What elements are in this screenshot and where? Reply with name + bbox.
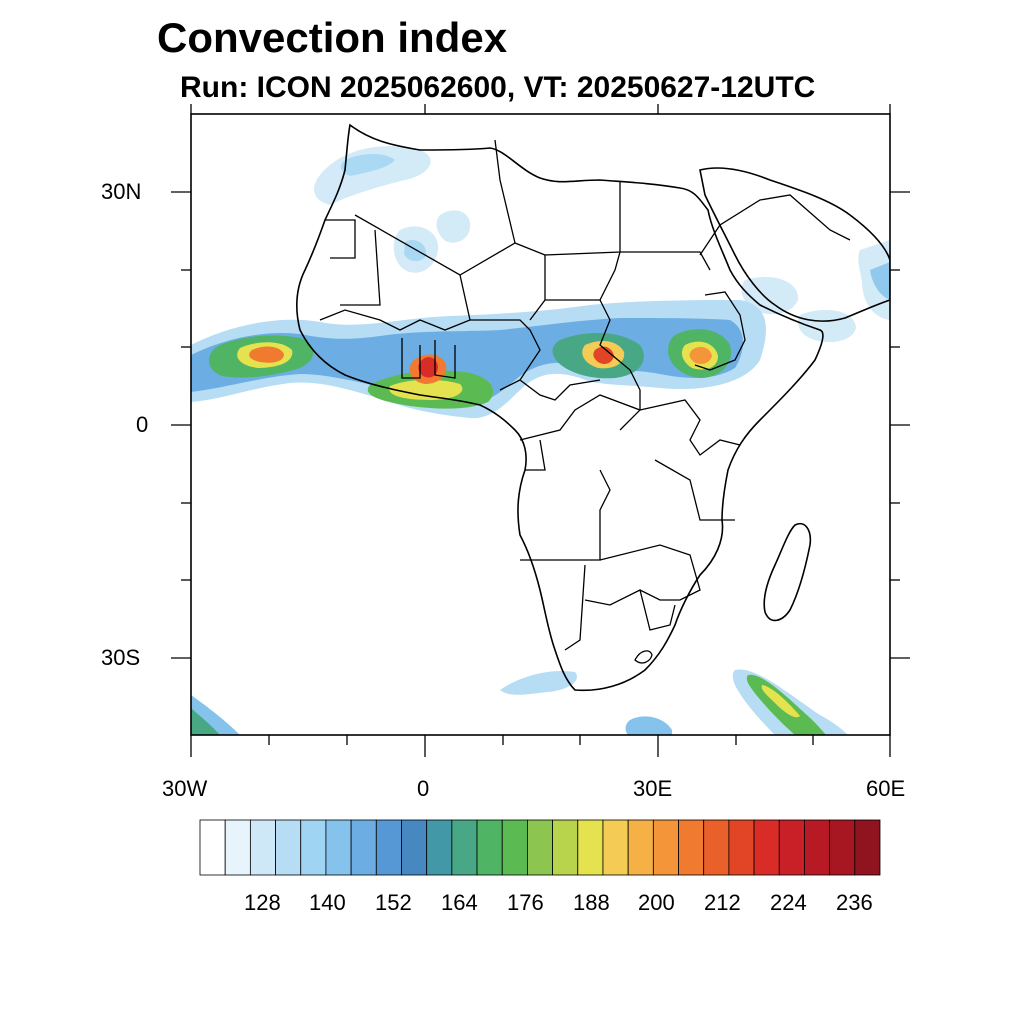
colorbar-box xyxy=(829,819,856,876)
colorbar-box xyxy=(426,819,453,876)
colorbar-box xyxy=(728,819,755,876)
lon-label-0: 0 xyxy=(417,776,430,801)
colorbar-label: 164 xyxy=(441,890,478,915)
convection-patch-south xyxy=(191,669,848,735)
colorbar-label: 140 xyxy=(309,890,346,915)
colorbar-label: 188 xyxy=(573,890,610,915)
colorbar-label: 152 xyxy=(375,890,412,915)
colorbar-box xyxy=(275,819,302,876)
convection-patch-northwest-inner xyxy=(340,154,427,262)
axis-ticks xyxy=(171,104,910,757)
map-title: Convection index xyxy=(157,14,508,61)
colorbar-box xyxy=(300,819,327,876)
colorbar-box xyxy=(552,819,579,876)
colorbar-label: 236 xyxy=(836,890,873,915)
lat-label-30s: 30S xyxy=(101,645,141,670)
colorbar-label: 200 xyxy=(638,890,675,915)
colorbar-box xyxy=(627,819,654,876)
colorbar-box xyxy=(501,819,528,876)
colorbar-box xyxy=(527,819,553,876)
colorbar-box xyxy=(577,819,604,876)
colorbar-box xyxy=(652,819,679,876)
colorbar-box xyxy=(401,819,428,876)
lat-label-0: 0 xyxy=(136,412,149,437)
country-borders xyxy=(319,139,851,664)
colorbar-box xyxy=(249,819,276,876)
colorbar-box xyxy=(375,819,402,876)
lat-label-30n: 30N xyxy=(101,179,142,204)
colorbar-box xyxy=(224,819,251,876)
colorbar-label: 128 xyxy=(244,890,281,915)
colorbar-box xyxy=(854,819,881,876)
lon-label-60e: 60E xyxy=(866,776,906,801)
colorbar-box xyxy=(325,819,352,876)
colorbar-label: 212 xyxy=(704,890,741,915)
band-red-ghana xyxy=(418,357,438,378)
colorbar-box xyxy=(804,819,831,876)
colorbar-box xyxy=(602,819,629,876)
convection-patch-east-coast xyxy=(741,240,890,343)
convection-band-sahel xyxy=(191,300,766,419)
colorbar-box xyxy=(678,819,705,876)
colorbar-box xyxy=(778,819,805,876)
map-subtitle: Run: ICON 2025062600, VT: 20250627-12UTC xyxy=(180,71,816,104)
colorbar-box xyxy=(199,819,226,876)
convection-patch-northwest xyxy=(314,146,471,273)
coastlines xyxy=(295,123,890,692)
madagascar xyxy=(763,523,812,622)
colorbar-label: 176 xyxy=(507,890,544,915)
lon-label-30e: 30E xyxy=(633,776,673,801)
band-orange-west xyxy=(249,346,284,363)
arabia-coastline xyxy=(699,167,890,322)
colorbar-box xyxy=(476,819,503,876)
band-red-central xyxy=(593,346,614,364)
colorbar-box xyxy=(451,819,478,876)
colorbar xyxy=(199,819,881,876)
colorbar-box xyxy=(753,819,780,876)
map-frame xyxy=(190,113,891,736)
lon-label-30w: 30W xyxy=(162,776,208,801)
band-yellow-gulf xyxy=(389,379,463,400)
colorbar-box xyxy=(350,819,377,876)
colorbar-label: 224 xyxy=(770,890,807,915)
band-orange-east xyxy=(689,346,712,364)
colorbar-box xyxy=(703,819,730,876)
convection-field xyxy=(191,146,890,735)
africa-coastline xyxy=(295,123,824,692)
